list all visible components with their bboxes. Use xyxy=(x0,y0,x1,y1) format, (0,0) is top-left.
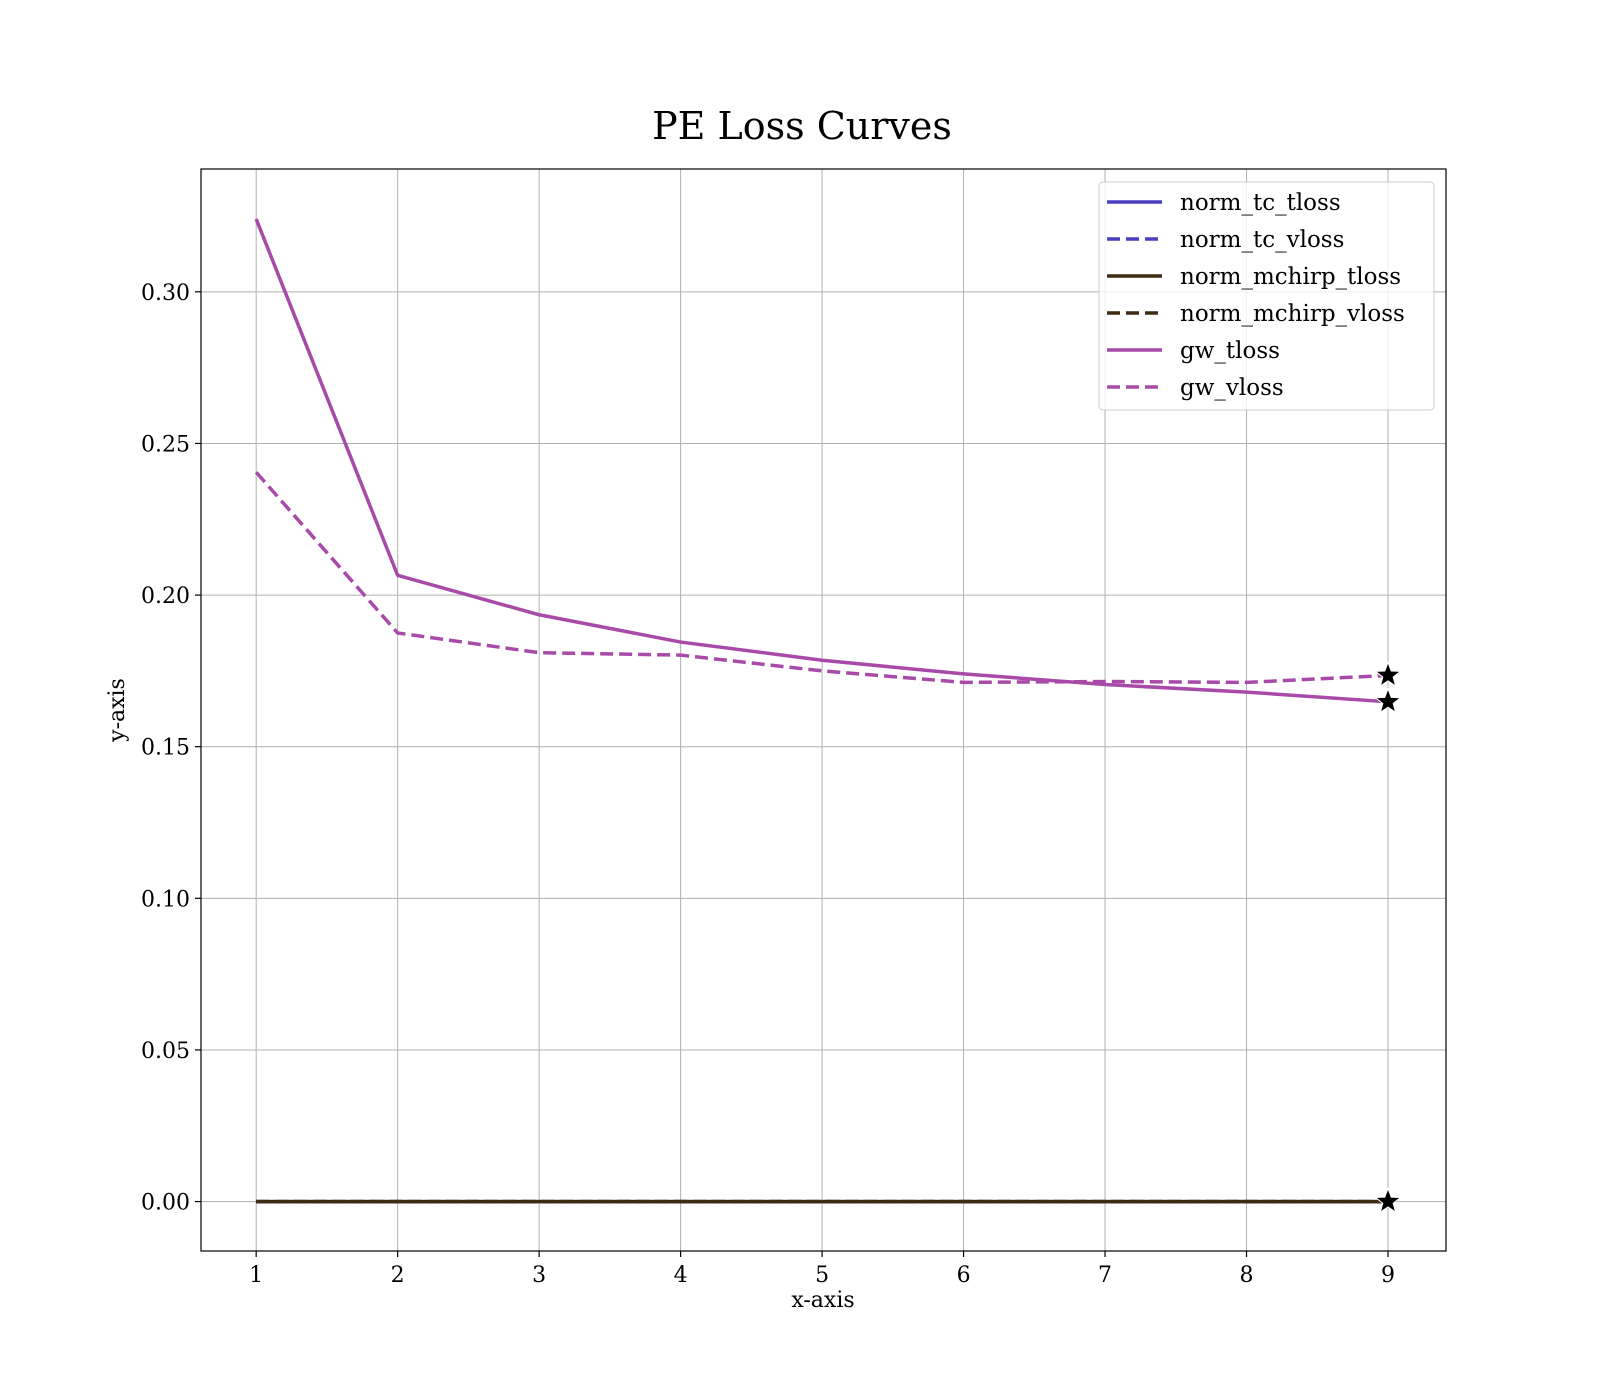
y-tick-label: 0.20 xyxy=(141,584,190,609)
y-tick-label: 0.05 xyxy=(141,1039,190,1064)
legend-label: gw_tloss xyxy=(1180,338,1280,364)
x-tick-label: 9 xyxy=(1381,1263,1395,1288)
legend-box xyxy=(1098,181,1435,411)
x-tick-label: 1 xyxy=(249,1263,263,1288)
series-line-gw_vloss xyxy=(254,471,1389,685)
y-tick-label: 0.15 xyxy=(141,736,190,761)
legend-label: norm_tc_tloss xyxy=(1180,190,1341,216)
y-tick-label: 0.00 xyxy=(141,1191,190,1216)
plot-frame xyxy=(200,168,1447,1252)
x-tick-label: 8 xyxy=(1240,1263,1254,1288)
legend-label: gw_vloss xyxy=(1180,375,1284,401)
legend: norm_tc_tloss norm_tc_vloss norm_mchirp_tl… xyxy=(1098,181,1435,411)
star-marker xyxy=(1374,687,1402,714)
legend-label: norm_mchirp_vloss xyxy=(1180,301,1405,327)
y-tick-label: 0.10 xyxy=(141,887,190,912)
series-layer xyxy=(254,218,1389,1204)
y-tick-label: 0.25 xyxy=(141,432,190,457)
series-line-gw_tloss xyxy=(254,218,1389,704)
x-tick-label: 5 xyxy=(815,1263,829,1288)
grid-layer xyxy=(201,169,1446,1251)
x-tick-label: 3 xyxy=(532,1263,546,1288)
x-axis-label: x-axis xyxy=(791,1288,854,1313)
chart-title: PE Loss Curves xyxy=(652,104,952,148)
x-tick-label: 2 xyxy=(391,1263,405,1288)
marker-layer xyxy=(1374,661,1402,1214)
legend-items: norm_tc_tloss norm_tc_vloss norm_mchirp_tl… xyxy=(1107,190,1405,401)
x-tick-label: 4 xyxy=(674,1263,688,1288)
x-tick-label: 6 xyxy=(957,1263,971,1288)
legend-label: norm_tc_vloss xyxy=(1180,227,1344,253)
star-marker xyxy=(1374,1187,1402,1214)
x-tick-label: 7 xyxy=(1098,1263,1112,1288)
tick-layer: 1 2 3 4 5 6 7 8 9 0.00 0.05 0.10 0.15 0.20 0.25 0.30 xyxy=(141,281,1395,1288)
star-marker xyxy=(1374,661,1402,688)
legend-label: norm_mchirp_tloss xyxy=(1180,264,1401,290)
y-tick-label: 0.30 xyxy=(141,281,190,306)
y-axis-label: y-axis xyxy=(105,678,130,743)
